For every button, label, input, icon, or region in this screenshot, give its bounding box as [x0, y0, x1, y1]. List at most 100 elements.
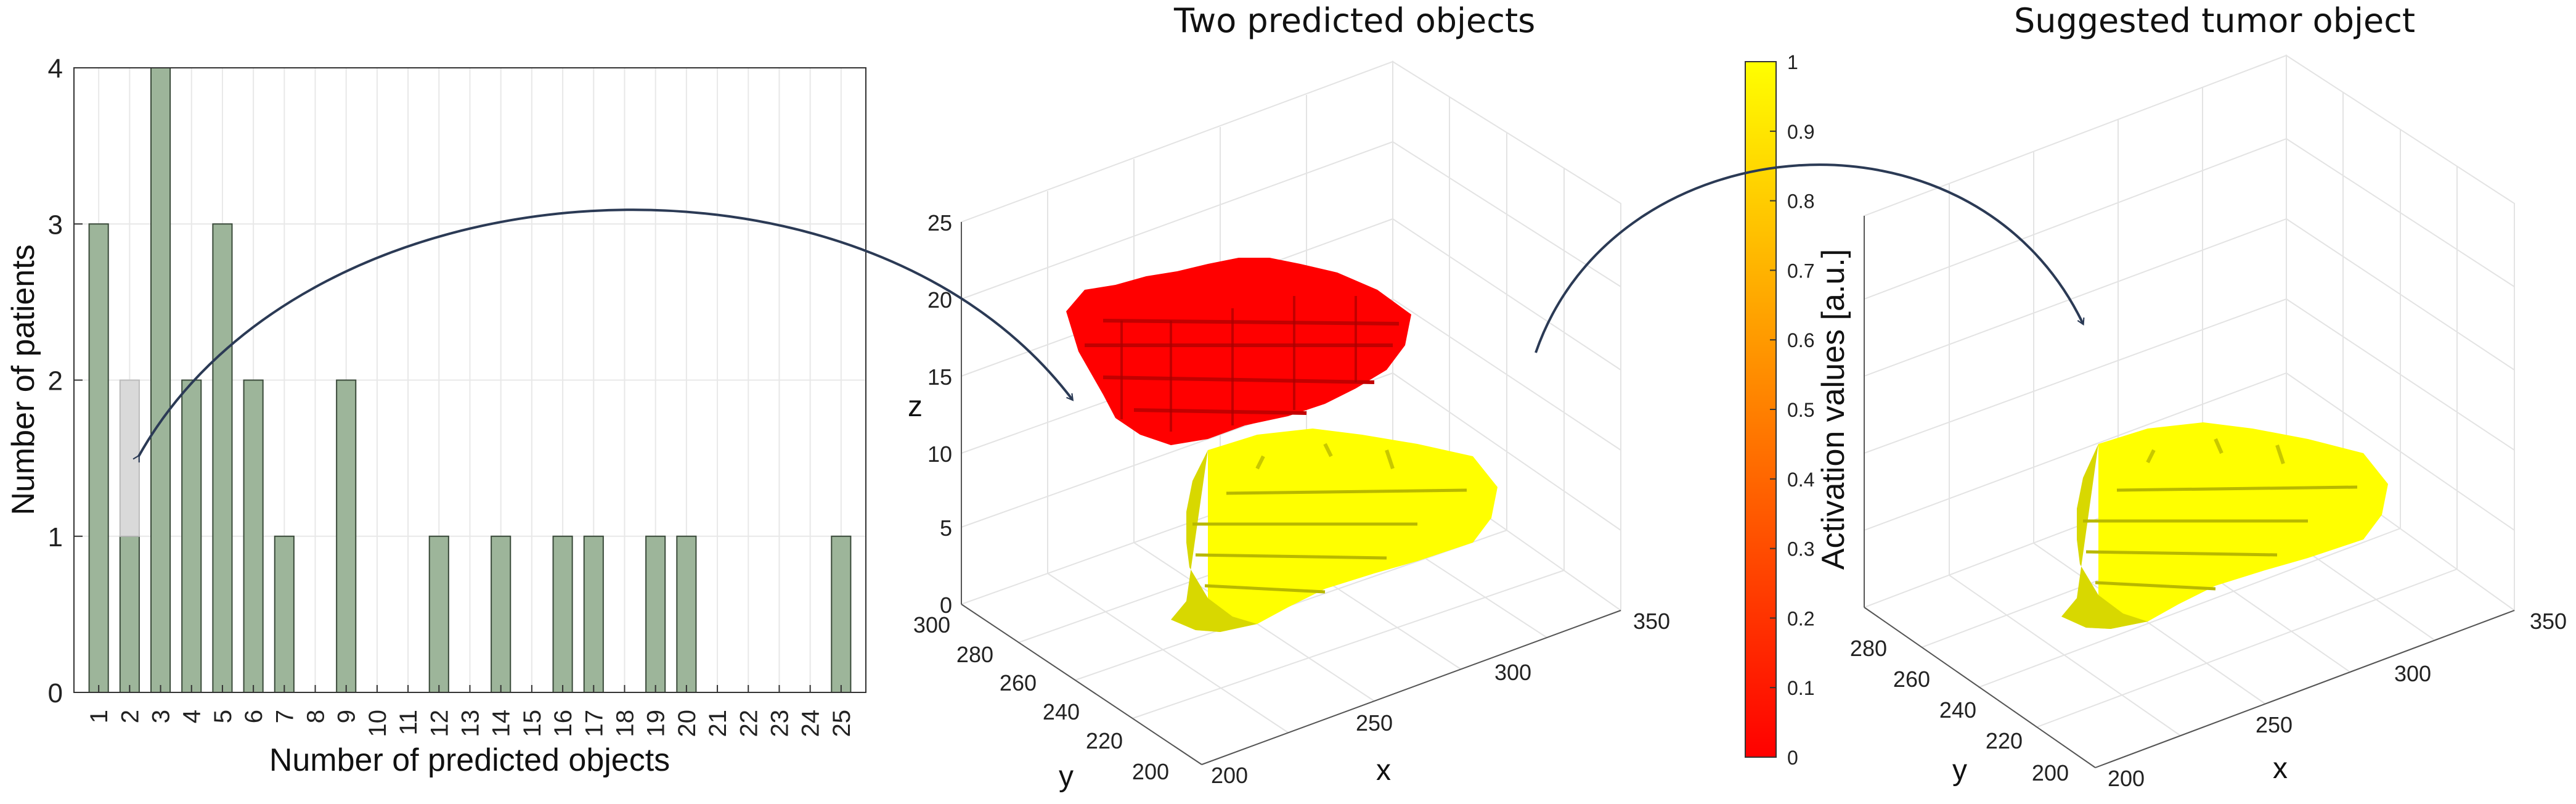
bar-xtick-label: 2	[116, 710, 144, 723]
plot3d-middle-ytick: 260	[1000, 670, 1037, 695]
plot3d-middle-xtick: 300	[1494, 660, 1531, 685]
plot3d-middle-ztick: 15	[927, 364, 952, 390]
bar-xticks: 1 2 3 4 5 6 7 8 9 10 11 12 13 14 15 16 17 18 19 20 21 22 23 24 2…	[86, 685, 855, 737]
plot3d-middle-xticks: 200 250 300 350	[1211, 609, 1670, 788]
bar-xtick-label: 10	[364, 710, 391, 737]
bar-xtick-label: 5	[210, 710, 237, 723]
bar-xtick-label: 8	[303, 710, 330, 723]
bar-25	[831, 535, 852, 693]
bar-xtick-label: 12	[426, 710, 453, 737]
bar-20	[676, 535, 697, 693]
bar-xtick-label: 21	[704, 710, 732, 737]
panel-title-two-objects: Two predicted objects	[1174, 1, 1536, 40]
plot3d-right-xtick: 250	[2256, 712, 2293, 737]
plot3d-middle-ytick: 280	[956, 642, 993, 667]
bar-14	[491, 535, 512, 693]
bar-xtick-label: 14	[488, 710, 515, 737]
bar-6	[243, 379, 264, 693]
plot3d-middle-z-label: z	[908, 390, 923, 423]
bar-xtick-label: 11	[395, 710, 422, 736]
bar-5	[212, 223, 233, 693]
bar-ytick-label: 3	[48, 210, 63, 240]
plot3d-middle-ztick: 25	[927, 210, 952, 236]
bar-12	[428, 535, 449, 693]
plot3d-middle-ytick: 300	[913, 612, 950, 638]
plot3d-right-ytick: 240	[1939, 697, 1976, 723]
plot3d-middle-x-label: x	[1376, 754, 1391, 787]
bar-9	[336, 379, 357, 693]
bar-highlight-2	[119, 379, 140, 537]
plot3d-right-y-label: y	[1952, 754, 1967, 787]
colorbar-tick-label: 0.8	[1787, 191, 1814, 213]
bar-xtick-label: 20	[674, 710, 701, 737]
bar-ytick-label: 0	[48, 678, 63, 708]
bar-1	[88, 223, 109, 693]
colorbar-tick-label: 0.2	[1787, 607, 1814, 630]
plot3d-right-xtick: 350	[2530, 609, 2567, 634]
yellow-tumor-object	[2061, 422, 2388, 629]
bar-3	[150, 67, 171, 693]
bar-xtick-label: 24	[797, 710, 825, 737]
bar-xtick-label: 23	[766, 710, 793, 737]
colorbar-tick-label: 0.3	[1787, 538, 1814, 560]
bar-yticks: 0 1 2 3 4	[48, 54, 83, 708]
plot3d-middle-ztick: 10	[927, 441, 952, 467]
bar-xtick-label: 17	[581, 710, 608, 737]
panel-title-suggested-tumor: Suggested tumor object	[2014, 1, 2416, 40]
bar-xtick-label: 22	[735, 710, 762, 737]
colorbar-ticks: 0 0.1 0.2 0.3 0.4 0.5 0.6 0.7 0.8 0.9 1	[1770, 51, 1814, 769]
bar-ytick-label: 2	[48, 366, 63, 396]
bar-xtick-label: 6	[240, 710, 267, 723]
bar-xtick-label: 25	[828, 710, 855, 737]
bar-16	[552, 535, 573, 693]
colorbar-tick-label: 0.9	[1787, 121, 1814, 143]
bar-17	[583, 535, 604, 693]
bar-xtick-label: 15	[519, 710, 546, 737]
bar-2	[119, 535, 140, 693]
bar-xtick-label: 3	[148, 710, 175, 723]
plot3d-right-ytick: 280	[1850, 636, 1887, 661]
plot3d-middle-ytick: 240	[1043, 699, 1080, 724]
plot3d-middle-y-label: y	[1059, 760, 1074, 793]
plot3d-right-ytick: 220	[1986, 728, 2023, 753]
plot3d-right-xtick: 300	[2394, 661, 2431, 686]
plot3d-middle-ztick: 0	[940, 593, 952, 618]
plot3d-right-ytick: 200	[2032, 760, 2069, 786]
arrow-3d-to-tumor	[1535, 163, 2085, 353]
plot3d-right-x-label: x	[2273, 752, 2288, 785]
colorbar-tick-label: 0.6	[1787, 329, 1814, 351]
plot3d-middle-ytick: 200	[1132, 759, 1169, 784]
red-predicted-object	[1066, 258, 1411, 445]
bar-x-axis-label: Number of predicted objects	[269, 742, 670, 778]
bar-xtick-label: 9	[333, 710, 361, 723]
plot3d-middle-xtick: 350	[1633, 609, 1670, 634]
bar-ytick-label: 1	[48, 522, 63, 552]
colorbar-tick-label: 0	[1787, 747, 1798, 769]
plot3d-right-axes	[1864, 216, 2515, 768]
bar-xtick-label: 19	[643, 710, 670, 737]
plot3d-middle-xtick: 200	[1211, 763, 1248, 788]
bar-xtick-label: 16	[550, 710, 577, 737]
bar-xtick-label: 4	[179, 710, 206, 723]
bar-4	[181, 379, 202, 693]
bar-xtick-label: 18	[611, 710, 638, 737]
colorbar-tick-label: 0.1	[1787, 677, 1814, 699]
arrow-bar-to-3d	[132, 208, 1074, 463]
plot3d-right-xtick: 200	[2108, 766, 2145, 791]
colorbar-tick-label: 0.5	[1787, 399, 1814, 421]
bar-xtick-label: 7	[271, 710, 298, 723]
plot3d-middle-ytick: 220	[1086, 728, 1123, 753]
colorbar-label: Activation values [a.u.]	[1816, 249, 1851, 570]
yellow-predicted-object	[1171, 429, 1498, 632]
bar-xtick-label: 13	[457, 710, 484, 737]
colorbar: 0 0.1 0.2 0.3 0.4 0.5 0.6 0.7 0.8 0.9 1 Activation…	[1745, 51, 1851, 769]
colorbar-tick-label: 0.4	[1787, 469, 1814, 491]
colorbar-tick-label: 0.7	[1787, 260, 1814, 282]
